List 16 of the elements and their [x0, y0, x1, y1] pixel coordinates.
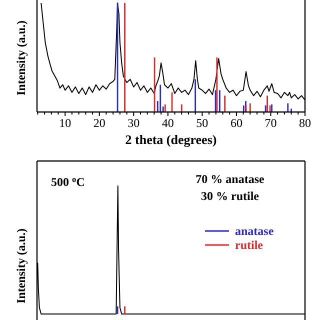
legend-label: anatase [235, 224, 274, 238]
x-tick-label: 30 [128, 116, 140, 130]
x-tick-label: 20 [93, 116, 106, 130]
x-tick-label: 50 [196, 116, 208, 130]
y-axis-title: Intensity (a.u.) [14, 228, 28, 304]
legend-label: rutile [235, 238, 264, 252]
x-tick-label: 70 [264, 116, 277, 130]
annotation: 30 % rutile [201, 189, 260, 203]
y-axis-title: Intensity (a.u.) [14, 20, 28, 96]
x-tick-label: 60 [230, 116, 242, 130]
x-tick-label: 80 [299, 116, 311, 130]
annotation: 70 % anatase [196, 172, 266, 186]
x-tick-label: 40 [162, 116, 174, 130]
x-axis-title: 2 theta (degrees) [125, 132, 217, 147]
x-tick-label: 10 [59, 116, 72, 130]
annotation: 500 $^{o}$C [51, 174, 85, 189]
